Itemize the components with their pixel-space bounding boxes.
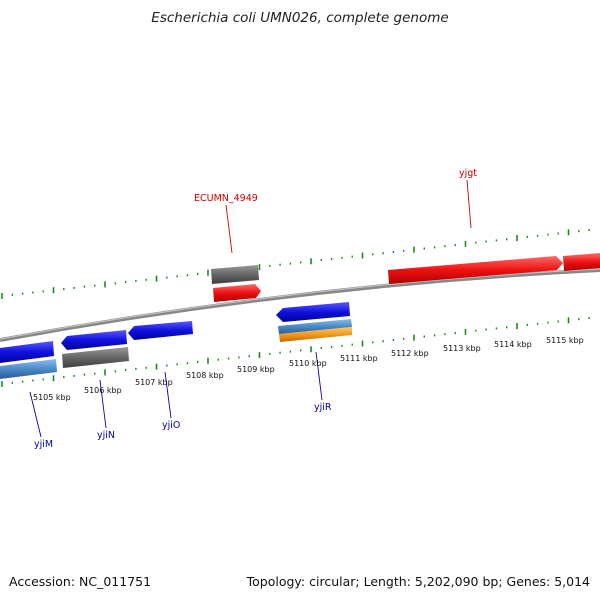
gene-yjiN[interactable] [61, 330, 127, 350]
gene-yjiO[interactable] [128, 321, 193, 340]
scale-label-5109: 5109 kbp [237, 365, 275, 374]
gene-label-yjiM[interactable]: yjiM [34, 439, 53, 450]
scale-label-5106: 5106 kbp [84, 386, 122, 395]
scale-label-5113: 5113 kbp [443, 344, 481, 353]
map-title: Escherichia coli UMN026, complete genome [151, 10, 449, 26]
gene-ECUMN-4949[interactable] [213, 284, 261, 302]
leader-yjgt [466, 179, 472, 229]
gene-label-yjiN[interactable]: yjiN [97, 430, 115, 441]
reverse-strand-features [0, 302, 352, 379]
leader-ECUMN-4949 [225, 204, 233, 254]
gene-forward-right-edge[interactable] [563, 253, 600, 271]
genome-backbone-highlight [0, 268, 600, 340]
feature-orange-yjiR[interactable] [279, 327, 352, 342]
scale-label-5114: 5114 kbp [494, 340, 532, 349]
leader-yjiR [315, 351, 323, 401]
gene-yjgt[interactable] [388, 256, 563, 284]
gene-reverse-1[interactable] [0, 341, 54, 363]
gene-label-ECUMN-4949[interactable]: ECUMN_4949 [194, 193, 258, 204]
leader-yjiM [29, 391, 42, 438]
forward-tick-track [1, 229, 590, 299]
genome-summary-label: Topology: circular; Length: 5,202,090 bp… [246, 574, 590, 589]
gene-label-yjiO[interactable]: yjiO [162, 420, 180, 431]
reverse-tick-track [1, 317, 590, 387]
gene-label-yjgt[interactable]: yjgt [459, 168, 477, 179]
scale-label-5115: 5115 kbp [546, 336, 584, 345]
leader-yjiO [164, 371, 172, 419]
forward-strand-features [211, 253, 600, 302]
genome-backbone [0, 268, 600, 342]
scale-label-5110: 5110 kbp [289, 359, 327, 368]
gene-pseudo-2[interactable] [62, 347, 129, 368]
leader-yjiN [99, 379, 107, 429]
scale-label-5111: 5111 kbp [340, 354, 378, 363]
gene-label-leaders [29, 179, 472, 438]
accession-label: Accession: NC_011751 [9, 574, 152, 589]
gene-yjiR[interactable] [276, 302, 350, 322]
scale-label-5105: 5105 kbp [33, 393, 71, 402]
gene-label-yjiR[interactable]: yjiR [314, 402, 332, 413]
gene-rna-yjiR[interactable] [278, 319, 352, 334]
scale-label-5107: 5107 kbp [135, 378, 173, 387]
gene-rna-1[interactable] [0, 359, 57, 379]
scale-label-5108: 5108 kbp [186, 371, 224, 380]
scale-label-5112: 5112 kbp [391, 349, 429, 358]
gene-ECUMN-4949-pseudo[interactable] [211, 265, 259, 284]
